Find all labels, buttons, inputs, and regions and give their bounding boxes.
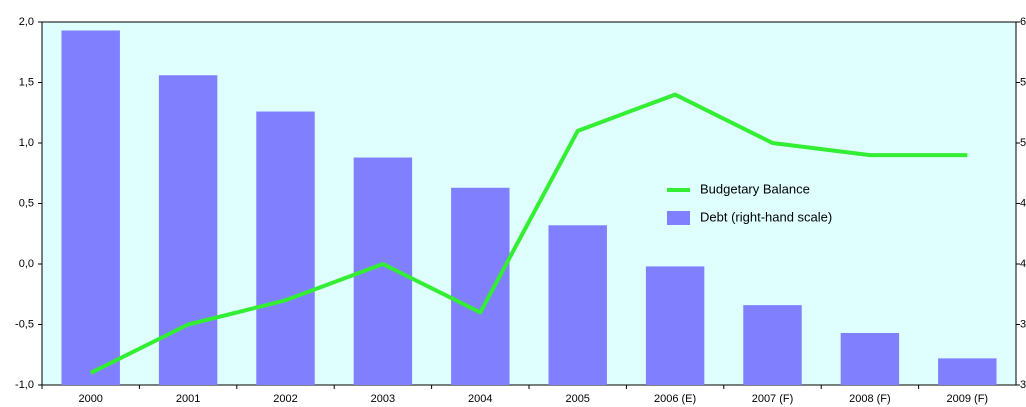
x-tick-label: 2002 bbox=[273, 393, 297, 405]
x-tick-label: 2004 bbox=[468, 393, 492, 405]
line bbox=[89, 92, 968, 375]
bar bbox=[451, 187, 510, 385]
bar bbox=[743, 305, 802, 385]
bar bbox=[61, 30, 120, 385]
y2-tick-label: 40 bbox=[1020, 258, 1026, 270]
legend-swatch bbox=[667, 211, 690, 225]
y-tick-label: 0,0 bbox=[19, 258, 34, 270]
x-tick-label: 2003 bbox=[371, 393, 395, 405]
y-tick-label: -1,0 bbox=[15, 379, 34, 391]
y2-tick-label: 35 bbox=[1020, 318, 1026, 330]
x-tick-label: 2000 bbox=[78, 393, 102, 405]
x-tick-label: 2008 (F) bbox=[849, 393, 891, 405]
y-tick-label: 2,0 bbox=[19, 16, 34, 28]
y-tick-label: 0,5 bbox=[19, 197, 34, 209]
x-tick-label: 2009 (F) bbox=[947, 393, 989, 405]
bar bbox=[840, 332, 900, 385]
x-tick-label: 2006 (E) bbox=[654, 393, 696, 405]
bar bbox=[548, 225, 607, 385]
bar bbox=[256, 111, 315, 385]
y2-tick-label: 60 bbox=[1020, 16, 1026, 28]
x-tick-label: 2007 (F) bbox=[752, 393, 794, 405]
y2-tick-label: 50 bbox=[1020, 137, 1026, 149]
bar bbox=[158, 75, 218, 386]
x-tick-label: 2005 bbox=[565, 393, 589, 405]
bar bbox=[938, 358, 997, 385]
y2-tick-label: 45 bbox=[1020, 197, 1026, 209]
y-tick-label: 1,0 bbox=[19, 137, 34, 149]
legend-label: Debt (right-hand scale) bbox=[700, 209, 832, 224]
y2-tick-label: 30 bbox=[1020, 379, 1026, 391]
y-tick-label: -0,5 bbox=[15, 318, 34, 330]
legend-label: Budgetary Balance bbox=[700, 181, 810, 196]
x-tick-label: 2001 bbox=[176, 393, 200, 405]
bar bbox=[645, 266, 705, 385]
y-tick-label: 1,5 bbox=[19, 76, 34, 88]
y2-tick-label: 55 bbox=[1020, 76, 1026, 88]
